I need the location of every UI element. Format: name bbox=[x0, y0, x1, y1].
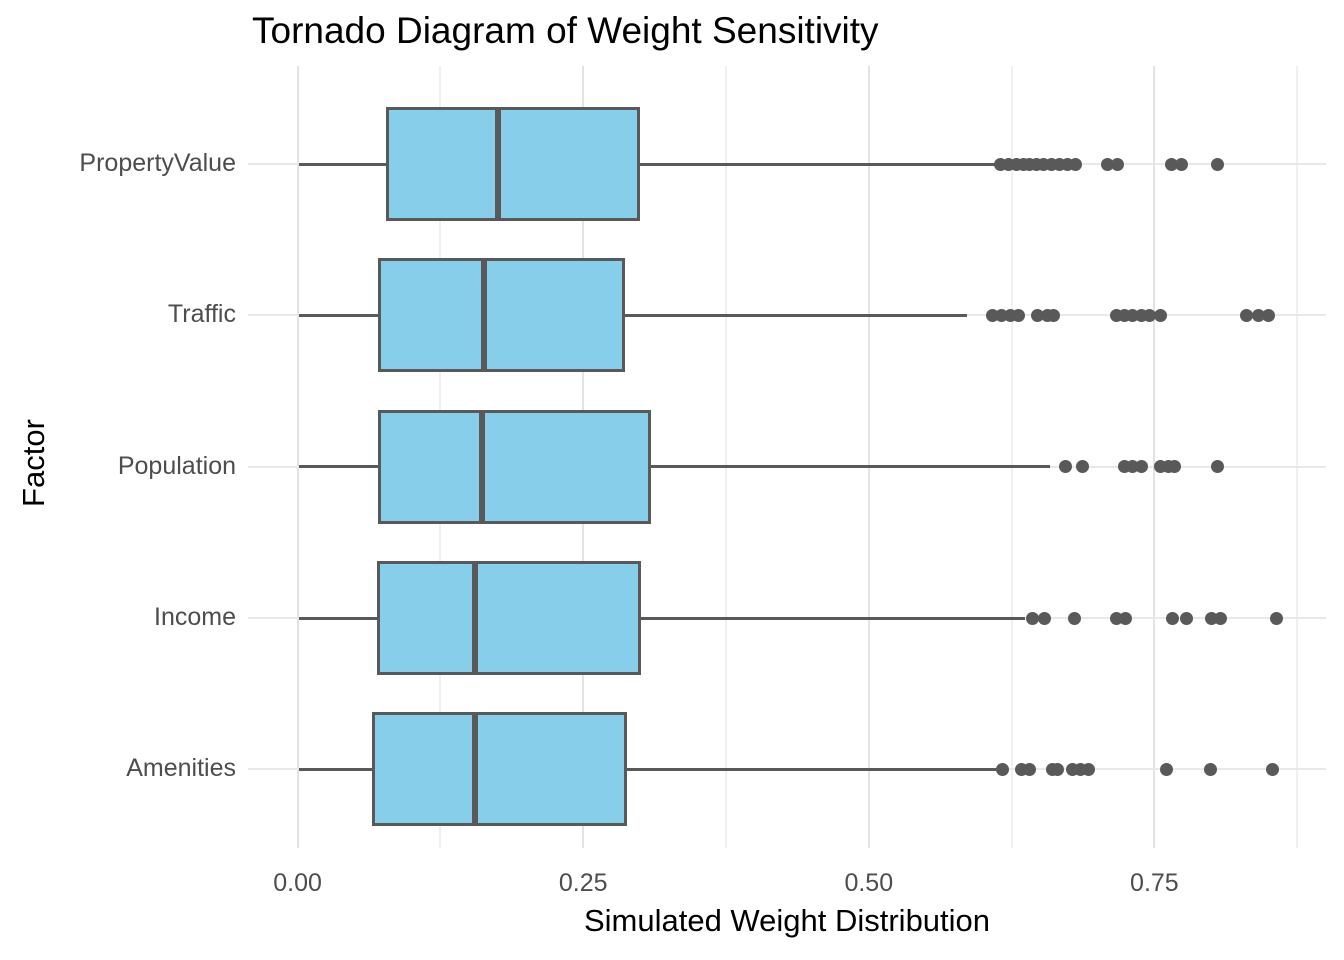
outlier-dot bbox=[1179, 611, 1193, 625]
outlier-dot bbox=[1143, 308, 1157, 322]
median-line bbox=[471, 712, 478, 826]
outlier-dot bbox=[1270, 611, 1284, 625]
outlier-dot bbox=[1262, 308, 1276, 322]
median-line bbox=[480, 258, 487, 372]
y-tick-label: PropertyValue bbox=[79, 149, 236, 177]
outlier-dot bbox=[1251, 308, 1265, 322]
box-propertyvalue bbox=[385, 107, 641, 221]
gridline-vertical-major bbox=[867, 66, 870, 848]
outlier-dot bbox=[1165, 157, 1179, 171]
outlier-dot bbox=[1175, 157, 1189, 171]
outlier-dot bbox=[1069, 157, 1083, 171]
whisker-left bbox=[298, 767, 375, 771]
gridline-vertical-minor bbox=[725, 66, 727, 848]
box-income bbox=[376, 561, 642, 675]
outlier-dot bbox=[1210, 460, 1224, 473]
y-axis-title: Factor bbox=[16, 419, 51, 507]
box-amenities bbox=[372, 712, 628, 826]
outlier-dot bbox=[1265, 762, 1279, 776]
box-population bbox=[377, 409, 652, 524]
outlier-dot bbox=[1111, 157, 1125, 171]
chart-title: Tornado Diagram of Weight Sensitivity bbox=[252, 10, 879, 51]
gridline-vertical-major bbox=[296, 66, 299, 848]
outlier-dot bbox=[1058, 460, 1072, 473]
median-line bbox=[471, 561, 478, 675]
outlier-dot bbox=[1038, 611, 1052, 625]
outlier-dot bbox=[1047, 308, 1061, 322]
y-tick-label: Amenities bbox=[126, 754, 236, 782]
outlier-dot bbox=[1160, 762, 1174, 776]
median-line bbox=[478, 409, 485, 524]
outlier-dot bbox=[1203, 762, 1217, 776]
whisker-right bbox=[623, 313, 968, 317]
whisker-right bbox=[649, 465, 1051, 468]
median-line bbox=[494, 107, 501, 221]
outlier-dot bbox=[995, 762, 1009, 776]
outlier-dot bbox=[1050, 762, 1064, 776]
whisker-left bbox=[298, 616, 379, 620]
box-traffic bbox=[377, 258, 626, 372]
y-tick-label: Population bbox=[117, 451, 236, 480]
whisker-right bbox=[639, 616, 1026, 620]
whisker-right bbox=[638, 162, 997, 166]
outlier-dot bbox=[1025, 611, 1039, 625]
whisker-left bbox=[298, 162, 388, 166]
outlier-dot bbox=[1101, 157, 1115, 171]
outlier-dot bbox=[1135, 460, 1149, 473]
outlier-dot bbox=[1011, 308, 1025, 322]
outlier-dot bbox=[1067, 611, 1081, 625]
outlier-dot bbox=[1119, 611, 1133, 625]
outlier-dot bbox=[1075, 460, 1089, 473]
outlier-dot bbox=[1081, 762, 1095, 776]
plot-panel bbox=[248, 66, 1326, 848]
whisker-right bbox=[625, 767, 998, 771]
x-axis-title: Simulated Weight Distribution bbox=[583, 903, 991, 938]
outlier-dot bbox=[1210, 157, 1224, 171]
outlier-dot bbox=[1023, 762, 1037, 776]
x-tick-label: 0.00 bbox=[273, 869, 322, 897]
outlier-dot bbox=[1166, 611, 1180, 625]
gridline-vertical-minor bbox=[1010, 66, 1013, 848]
outlier-dot bbox=[1153, 308, 1167, 322]
gridline-vertical-major bbox=[1153, 66, 1156, 848]
x-tick-label: 0.75 bbox=[1130, 869, 1179, 897]
whisker-left bbox=[298, 465, 380, 468]
gridline-vertical-minor bbox=[1296, 66, 1299, 848]
outlier-dot bbox=[1168, 460, 1182, 473]
whisker-left bbox=[298, 313, 380, 317]
outlier-dot bbox=[1240, 308, 1254, 322]
x-tick-label: 0.25 bbox=[558, 869, 608, 897]
outlier-dot bbox=[1214, 611, 1228, 625]
y-tick-label: Income bbox=[154, 603, 236, 631]
y-tick-label: Traffic bbox=[167, 300, 236, 328]
x-tick-label: 0.50 bbox=[844, 869, 894, 897]
